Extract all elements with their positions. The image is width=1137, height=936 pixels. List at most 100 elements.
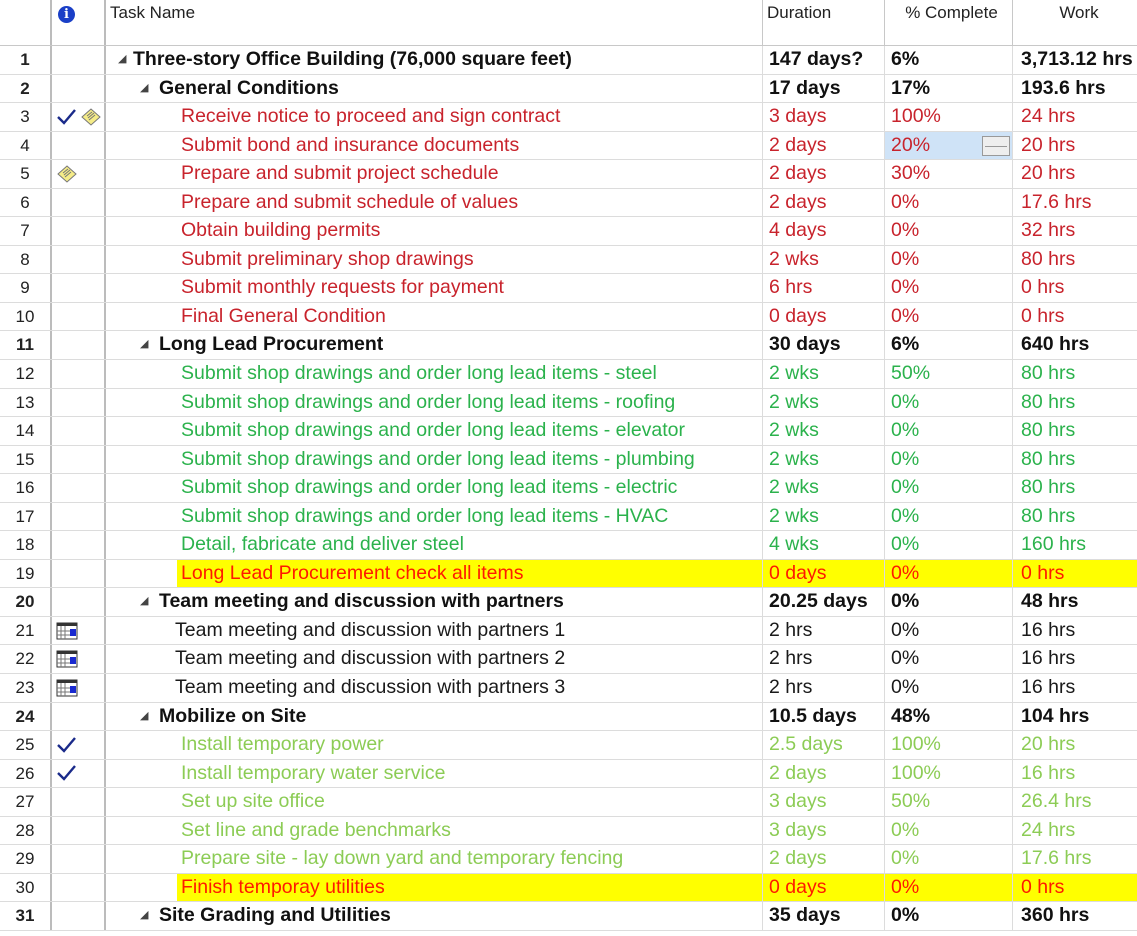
column-header-work[interactable]: Work (1059, 3, 1099, 22)
collapse-arrow-icon[interactable]: ◢ (140, 595, 149, 608)
work-cell[interactable]: 80 hrs (1021, 476, 1076, 499)
task-name-cell[interactable]: Submit shop drawings and order long lead… (106, 417, 763, 445)
work-cell[interactable]: 17.6 hrs (1021, 190, 1092, 213)
percent-complete-cell[interactable]: 0% (885, 445, 1013, 474)
duration-cell[interactable]: 30 days (763, 331, 885, 360)
work-cell[interactable]: 0 hrs (1013, 559, 1137, 588)
work-cell[interactable]: 0 hrs (1021, 304, 1065, 327)
duration-cell[interactable]: 35 days (763, 902, 885, 930)
task-row[interactable]: 8 Submit preliminary shop drawings 2 wks 0%… (0, 245, 1137, 275)
row-id[interactable]: 18 (0, 531, 52, 559)
task-row[interactable]: 21 Team meeting and discussion with partn… (0, 616, 1137, 646)
percent-complete-cell[interactable]: 0% (885, 502, 1013, 531)
work-cell[interactable]: 80 hrs (1021, 390, 1076, 413)
task-name-cell[interactable]: ◢ Three-story Office Building (76,000 squ… (106, 46, 763, 74)
percent-complete-cell[interactable]: 0% (885, 616, 1013, 645)
task-name-cell[interactable]: Submit monthly requests for payment (106, 274, 763, 302)
duration-cell[interactable]: 2 days (763, 160, 885, 188)
duration-cell[interactable]: 3 days (763, 816, 885, 845)
duration-cell[interactable]: 3 days (763, 103, 885, 131)
task-row[interactable]: 29 Prepare site - lay down yard and tempo… (0, 845, 1137, 874)
duration-cell[interactable]: 17 days (763, 74, 885, 103)
task-row[interactable]: 13 Submit shop drawings and order long le… (0, 388, 1137, 418)
task-name-cell[interactable]: Submit preliminary shop drawings (106, 245, 763, 274)
task-row[interactable]: 28 Set line and grade benchmarks 3 days 0% 2… (0, 816, 1137, 846)
collapse-arrow-icon[interactable]: ◢ (140, 709, 149, 722)
percent-complete-cell[interactable]: 100% (885, 731, 1013, 759)
task-name-cell[interactable]: Set line and grade benchmarks (106, 816, 763, 845)
duration-cell[interactable]: 2 wks (763, 417, 885, 445)
task-name-cell[interactable]: Install temporary power (106, 731, 763, 759)
row-id[interactable]: 3 (0, 103, 52, 131)
task-name-cell[interactable]: Team meeting and discussion with partner… (106, 674, 763, 702)
percent-complete-cell[interactable]: 48% (885, 702, 1013, 731)
duration-cell[interactable]: 0 days (763, 873, 885, 902)
select-all-corner[interactable] (0, 0, 52, 45)
row-id[interactable]: 21 (0, 616, 52, 645)
work-cell[interactable]: 80 hrs (1021, 419, 1076, 442)
duration-cell[interactable]: 2 wks (763, 474, 885, 502)
task-row[interactable]: 3 Receive notice to proceed and sign cont… (0, 103, 1137, 132)
task-row[interactable]: 2 ◢ General Conditions 17 days 17% 193.6 hrs (0, 74, 1137, 104)
percent-complete-cell[interactable]: 17% (885, 74, 1013, 103)
task-row[interactable]: 30 Finish temporay utilities 0 days 0% 0 hrs (0, 873, 1137, 903)
row-id[interactable]: 15 (0, 445, 52, 474)
task-name-cell[interactable]: Submit shop drawings and order long lead… (106, 502, 763, 531)
task-name-cell[interactable]: ◢ Site Grading and Utilities (106, 902, 763, 930)
row-id[interactable]: 25 (0, 731, 52, 759)
task-name-cell[interactable]: Set up site office (106, 788, 763, 816)
percent-complete-cell[interactable]: 0% (885, 559, 1013, 588)
work-cell[interactable]: 24 hrs (1021, 818, 1076, 841)
percent-complete-cell[interactable]: 0% (885, 873, 1013, 902)
task-name-cell[interactable]: Submit bond and insurance documents (106, 131, 763, 160)
row-id[interactable]: 26 (0, 759, 52, 788)
task-row[interactable]: 6 Prepare and submit schedule of values 2 … (0, 188, 1137, 218)
task-row[interactable]: 15 Submit shop drawings and order long le… (0, 445, 1137, 475)
task-name-cell[interactable]: Prepare site - lay down yard and tempora… (106, 845, 763, 873)
percent-complete-cell[interactable]: 50% (885, 360, 1013, 388)
work-cell[interactable]: 193.6 hrs (1021, 76, 1106, 99)
row-id[interactable]: 30 (0, 873, 52, 902)
task-row[interactable]: 9 Submit monthly requests for payment 6 hr… (0, 274, 1137, 303)
row-id[interactable]: 12 (0, 360, 52, 388)
task-name-cell[interactable]: Submit shop drawings and order long lead… (106, 360, 763, 388)
task-row[interactable]: 14 Submit shop drawings and order long le… (0, 417, 1137, 446)
task-row[interactable]: 24 ◢ Mobilize on Site 10.5 days 48% 104 hrs (0, 702, 1137, 732)
percent-complete-cell[interactable]: 0% (885, 274, 1013, 302)
task-row[interactable]: 10 Final General Condition 0 days 0% 0 hrs (0, 302, 1137, 332)
percent-complete-cell[interactable]: 0% (885, 417, 1013, 445)
percent-complete-cell[interactable]: 6% (885, 331, 1013, 360)
task-row[interactable]: 17 Submit shop drawings and order long le… (0, 502, 1137, 532)
percent-spinner[interactable] (982, 135, 1010, 156)
row-id[interactable]: 11 (0, 331, 52, 360)
duration-cell[interactable]: 147 days? (763, 46, 885, 74)
task-row[interactable]: 4 Submit bond and insurance documents 2 da… (0, 131, 1137, 161)
work-cell[interactable]: 24 hrs (1021, 105, 1076, 128)
row-id[interactable]: 17 (0, 502, 52, 531)
percent-complete-cell[interactable]: 0% (885, 674, 1013, 702)
row-id[interactable]: 20 (0, 588, 52, 616)
percent-complete-cell[interactable]: 0% (885, 902, 1013, 930)
task-row[interactable]: 16 Submit shop drawings and order long le… (0, 474, 1137, 503)
percent-complete-cell[interactable]: 100% (885, 103, 1013, 131)
row-id[interactable]: 9 (0, 274, 52, 302)
task-row[interactable]: 7 Obtain building permits 4 days 0% 32 hrs (0, 217, 1137, 246)
work-cell[interactable]: 0 hrs (1021, 276, 1065, 299)
duration-cell[interactable]: 2 wks (763, 445, 885, 474)
task-name-cell[interactable]: Finish temporay utilities (106, 873, 763, 902)
task-name-cell[interactable]: Prepare and submit schedule of values (106, 188, 763, 217)
work-cell[interactable]: 160 hrs (1021, 533, 1087, 556)
task-name-cell[interactable]: ◢ Team meeting and discussion with partne… (106, 588, 763, 616)
task-name-cell[interactable]: Long Lead Procurement check all items (106, 559, 763, 588)
percent-complete-cell[interactable]: 0% (885, 816, 1013, 845)
column-header-task-name[interactable]: Task Name (106, 0, 763, 45)
work-cell[interactable]: 16 hrs (1021, 676, 1076, 699)
work-cell[interactable]: 640 hrs (1021, 333, 1090, 356)
row-id[interactable]: 22 (0, 645, 52, 674)
work-cell[interactable]: 104 hrs (1021, 704, 1090, 727)
row-id[interactable]: 2 (0, 74, 52, 103)
duration-cell[interactable]: 2 hrs (763, 674, 885, 702)
row-id[interactable]: 5 (0, 160, 52, 188)
row-id[interactable]: 1 (0, 46, 52, 74)
row-id[interactable]: 23 (0, 674, 52, 702)
